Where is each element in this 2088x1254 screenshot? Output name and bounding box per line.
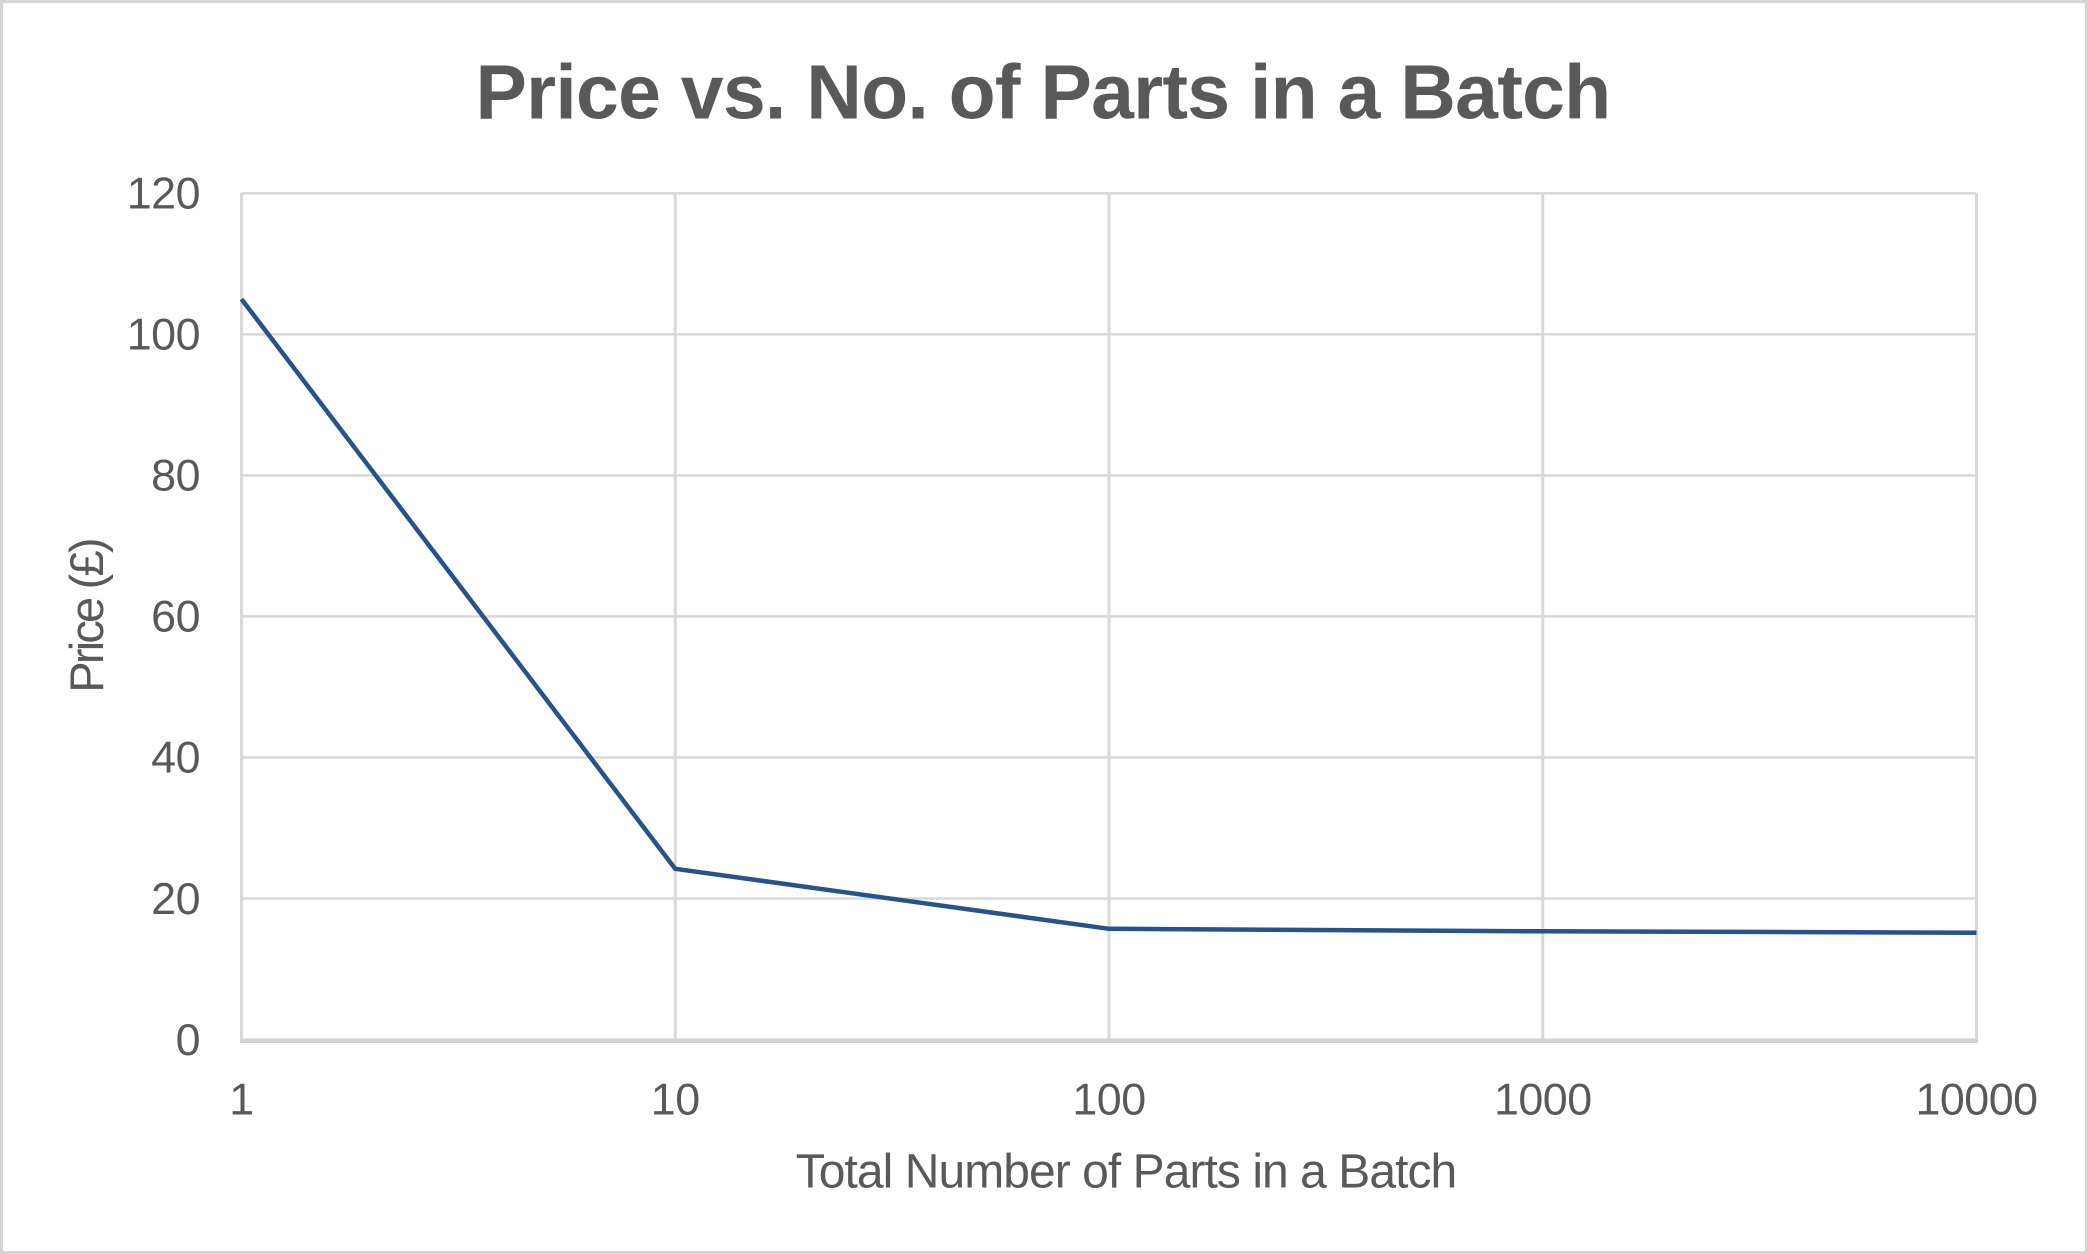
svg-text:Price vs. No. of Parts in a Ba: Price vs. No. of Parts in a Batch — [476, 50, 1611, 136]
svg-text:1000: 1000 — [1494, 1074, 1592, 1124]
svg-text:Total Number of Parts in a Bat: Total Number of Parts in a Batch — [796, 1146, 1457, 1199]
svg-text:60: 60 — [151, 592, 200, 642]
svg-text:0: 0 — [176, 1015, 200, 1065]
svg-text:20: 20 — [151, 874, 200, 924]
svg-text:120: 120 — [127, 169, 200, 219]
svg-text:10: 10 — [651, 1074, 700, 1124]
svg-text:1: 1 — [229, 1074, 253, 1124]
svg-text:Price (£): Price (£) — [60, 540, 113, 693]
svg-text:80: 80 — [151, 451, 200, 501]
svg-text:40: 40 — [151, 733, 200, 783]
svg-text:100: 100 — [1072, 1074, 1145, 1124]
svg-text:10000: 10000 — [1915, 1074, 2037, 1124]
svg-text:100: 100 — [127, 310, 200, 360]
